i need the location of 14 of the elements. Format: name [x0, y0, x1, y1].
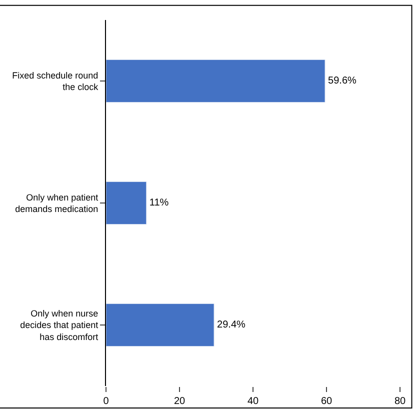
x-tick-label: 40: [247, 396, 259, 407]
bar: [106, 303, 214, 347]
data-label: 29.4%: [217, 320, 246, 330]
y-tick-label: Fixed schedule round the clock: [12, 70, 99, 92]
bar: [106, 59, 326, 103]
x-tick-label: 80: [394, 396, 406, 407]
data-label: 11%: [149, 198, 169, 208]
data-label: 59.6%: [328, 76, 356, 86]
x-tick-label: 60: [320, 396, 332, 407]
y-tick-label: Only when nurse decides that patient has discomfort: [20, 308, 99, 342]
bar: [106, 181, 147, 225]
y-tick-label: Only when patient demands medication: [15, 192, 99, 214]
x-tick-label: 20: [174, 396, 186, 407]
x-tick-label: 0: [103, 396, 110, 407]
